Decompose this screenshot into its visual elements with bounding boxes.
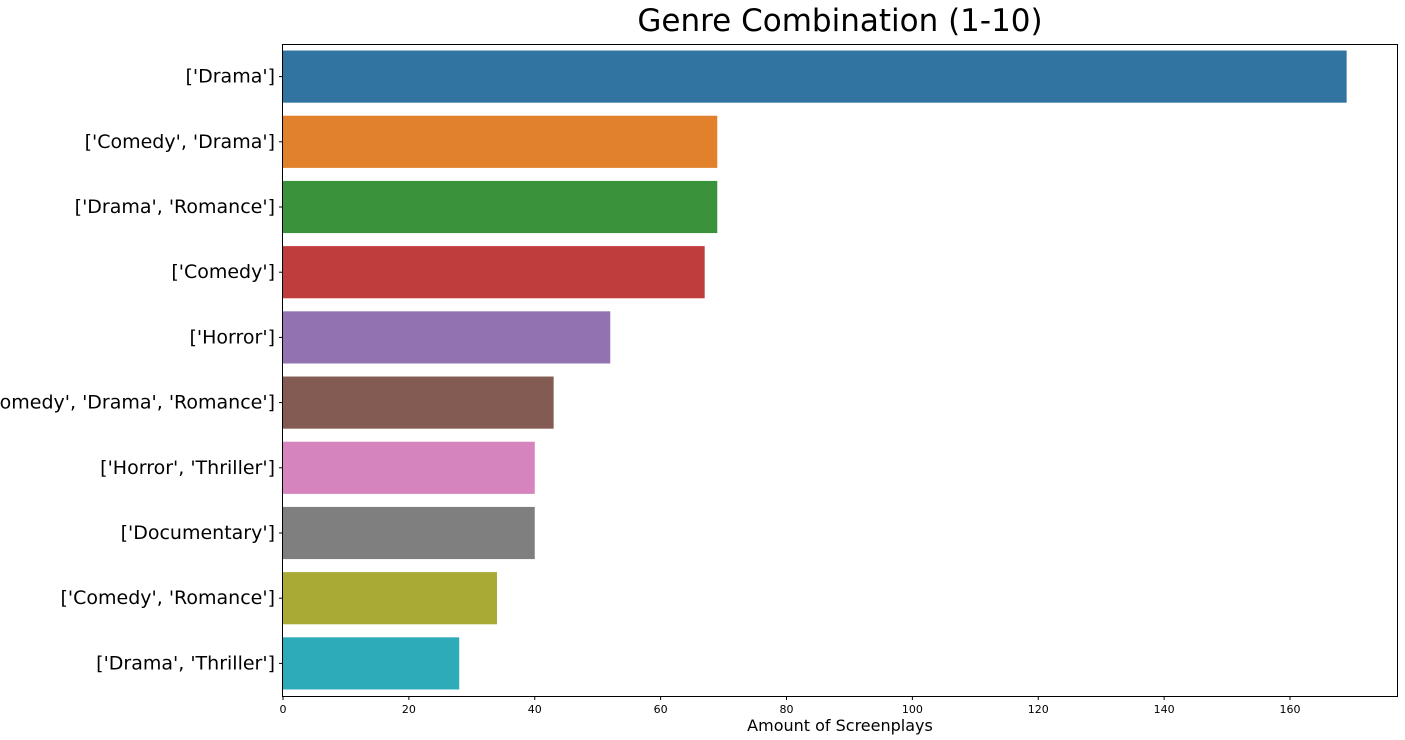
x-tick-label: 100 bbox=[902, 703, 923, 716]
y-tick-label: ['Drama', 'Romance'] bbox=[75, 196, 275, 218]
y-axis-ticks: ['Drama'] ['Comedy', 'Drama'] ['Drama', 'R… bbox=[0, 66, 283, 674]
chart-title: Genre Combination (1-10) bbox=[637, 3, 1042, 39]
x-tick-label: 20 bbox=[402, 703, 416, 716]
x-tick-label: 80 bbox=[780, 703, 794, 716]
x-tick-label: 60 bbox=[654, 703, 668, 716]
bar bbox=[283, 115, 718, 168]
plot-frame bbox=[282, 44, 1398, 697]
x-tick-label: 40 bbox=[528, 703, 542, 716]
bar bbox=[283, 441, 535, 494]
bar bbox=[283, 311, 611, 364]
bar bbox=[283, 376, 554, 429]
y-tick-label: ['Horror'] bbox=[190, 326, 276, 348]
bars-group bbox=[283, 50, 1347, 690]
bar bbox=[283, 180, 718, 234]
y-tick-label: ['Comedy', 'Drama'] bbox=[85, 131, 275, 153]
y-tick-label: ['Comedy'] bbox=[171, 261, 275, 283]
y-tick-label: ['Horror', 'Thriller'] bbox=[100, 457, 275, 479]
y-tick-label: ['Documentary'] bbox=[121, 522, 275, 544]
y-tick-label: ['Comedy', 'Romance'] bbox=[61, 587, 276, 609]
bar bbox=[283, 246, 705, 299]
bar bbox=[283, 506, 535, 560]
x-tick-label: 0 bbox=[280, 703, 287, 716]
x-tick-label: 120 bbox=[1028, 703, 1049, 716]
bar bbox=[283, 637, 460, 690]
x-axis-ticks: 0 20 40 60 80 100 120 140 160 bbox=[280, 696, 1301, 716]
bar bbox=[283, 50, 1347, 103]
x-axis-label: Amount of Screenplays bbox=[747, 716, 933, 735]
bar bbox=[283, 572, 497, 625]
y-tick-label: ['Comedy', 'Drama', 'Romance'] bbox=[0, 392, 275, 414]
x-tick-label: 160 bbox=[1280, 703, 1301, 716]
y-tick-label: ['Drama', 'Thriller'] bbox=[96, 652, 275, 674]
x-tick-label: 140 bbox=[1154, 703, 1175, 716]
y-tick-label: ['Drama'] bbox=[185, 66, 275, 88]
